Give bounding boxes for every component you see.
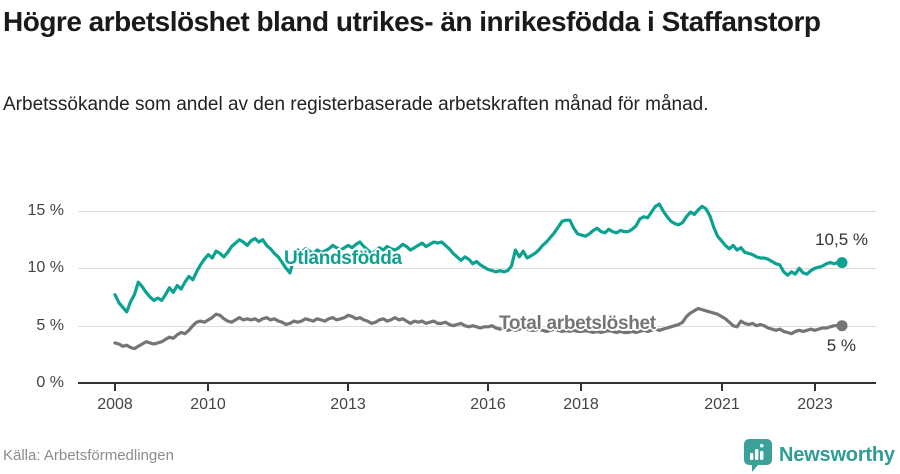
x-tick-label-2010: 2010 (190, 396, 226, 413)
x-tick-2018 (580, 384, 582, 391)
series-label-total: Total arbetslöshet (499, 313, 656, 334)
series-line-1 (113, 306, 844, 351)
x-tick-label-2008: 2008 (97, 396, 133, 413)
x-tick-label-2018: 2018 (563, 396, 599, 413)
x-tick-2008 (114, 384, 116, 391)
x-tick-2010 (207, 384, 209, 391)
y-tick-label-5: 5 % (36, 317, 64, 334)
x-axis-line (78, 382, 876, 384)
y-tick-label-0: 0 % (36, 374, 64, 391)
x-tick-2021 (721, 384, 723, 391)
x-tick-2023 (814, 384, 816, 391)
series-label-utlandsfodda: Utlandsfödda (284, 248, 402, 269)
x-tick-label-2023: 2023 (797, 396, 833, 413)
bar-chart-bubble-icon (744, 439, 772, 472)
series-end-dot-1 (836, 320, 848, 332)
x-tick-label-2013: 2013 (330, 396, 366, 413)
x-tick-2016 (487, 384, 489, 391)
x-tick-2013 (347, 384, 349, 391)
gridline-10 (78, 268, 876, 269)
page-title: Högre arbetslöshet bland utrikes- än inr… (3, 6, 821, 37)
y-tick-label-15: 15 % (27, 202, 64, 219)
end-value-label-utlandsfodda: 10,5 % (815, 230, 868, 249)
end-value-label-total: 5 % (826, 336, 856, 355)
page-subtitle: Arbetssökande som andel av den registerb… (3, 94, 709, 115)
brand-name: Newsworthy (779, 444, 895, 466)
series-line-0 (113, 202, 844, 314)
source-note: Källa: Arbetsförmedlingen (3, 447, 174, 464)
x-tick-label-2021: 2021 (704, 396, 740, 413)
series-end-dot-0 (836, 257, 848, 269)
gridline-15 (78, 211, 876, 212)
newsworthy-logo: Newsworthy (744, 439, 895, 472)
y-tick-label-10: 10 % (27, 259, 64, 276)
x-tick-label-2016: 2016 (470, 396, 506, 413)
